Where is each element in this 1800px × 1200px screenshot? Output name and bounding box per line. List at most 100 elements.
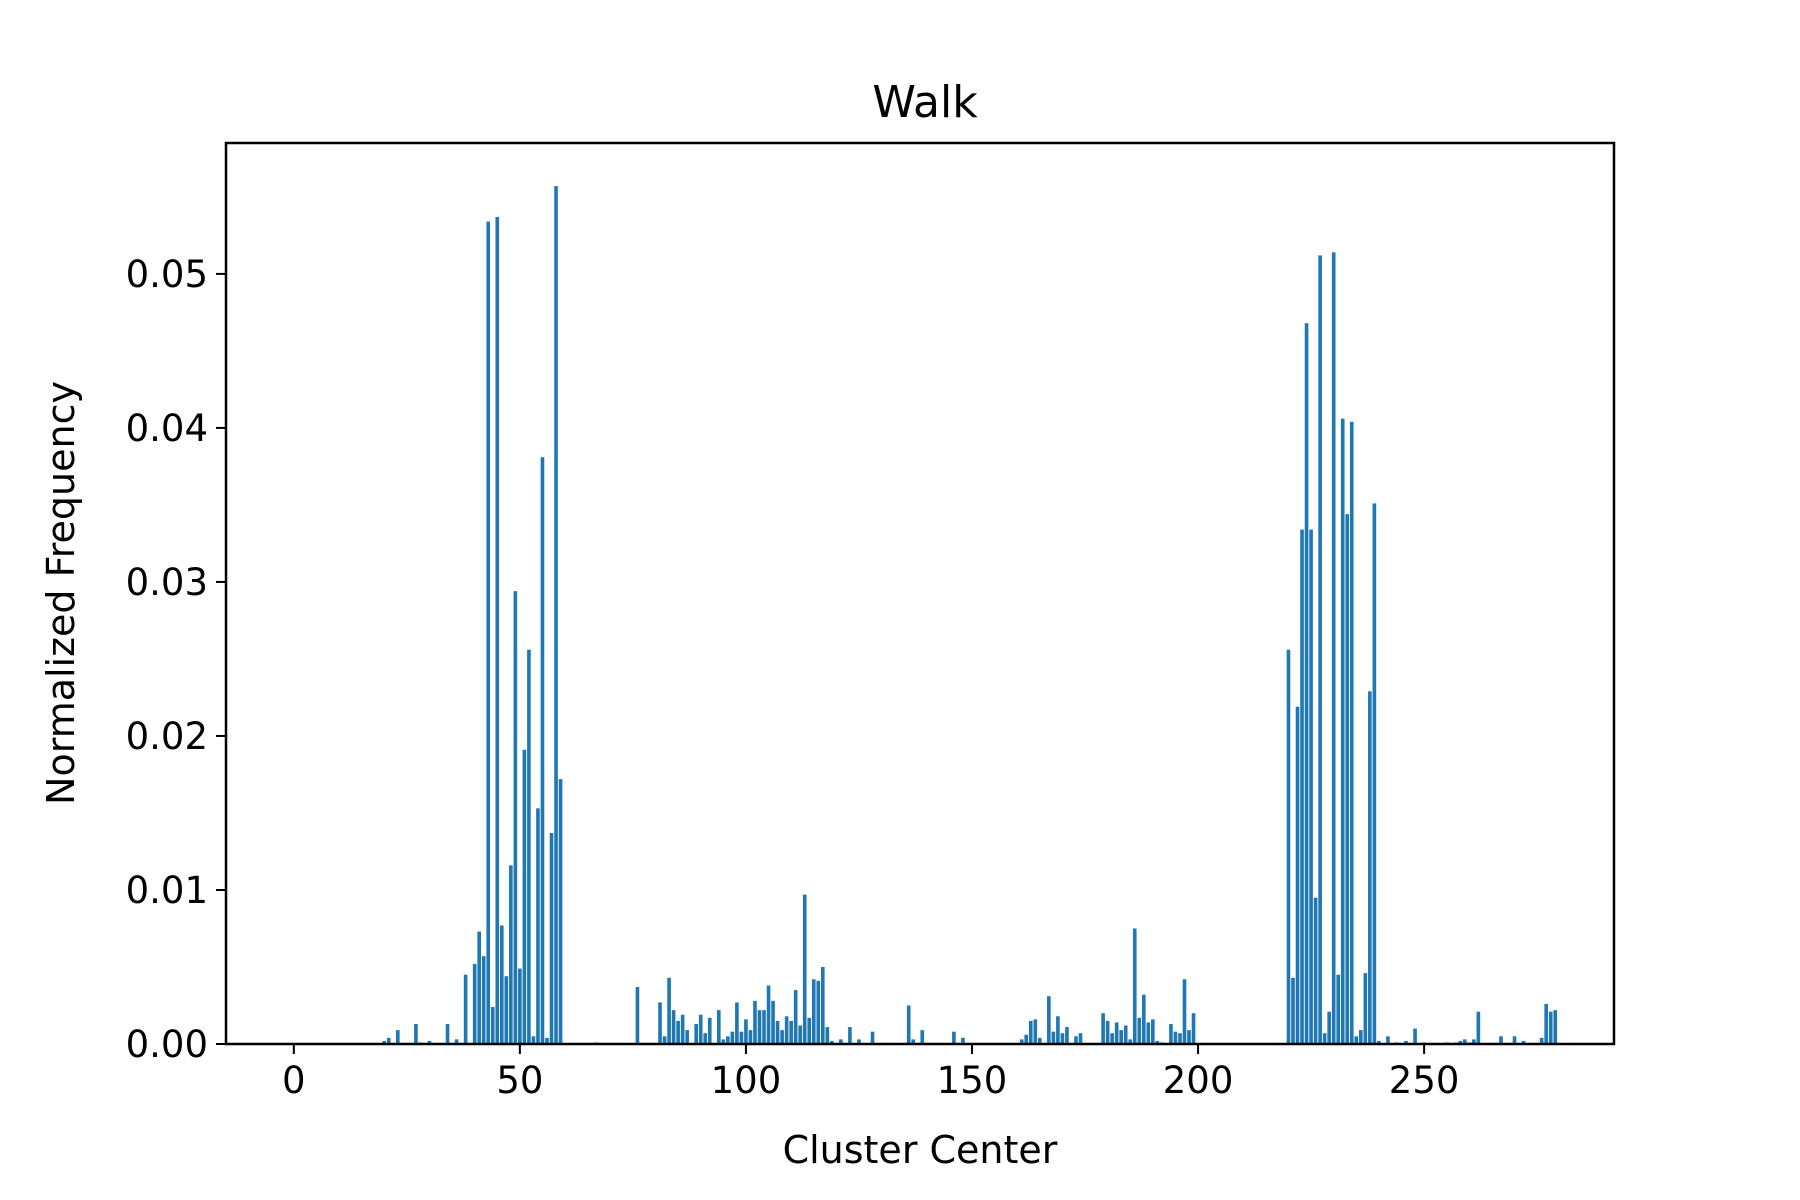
bar <box>536 808 540 1044</box>
bar <box>463 974 468 1044</box>
bar <box>1038 1037 1042 1044</box>
bar <box>1128 1039 1133 1044</box>
bar <box>1056 1016 1060 1044</box>
bar <box>427 1040 432 1044</box>
x-tick-label: 50 <box>496 1059 543 1102</box>
bar <box>789 1020 793 1044</box>
bar <box>1019 1039 1024 1044</box>
bar <box>481 956 486 1044</box>
bar <box>549 833 554 1044</box>
bar <box>554 186 558 1044</box>
x-tick-label: 250 <box>1389 1059 1460 1102</box>
bar <box>911 1039 916 1044</box>
bar <box>1173 1031 1178 1044</box>
bar <box>807 1017 812 1044</box>
bar <box>707 1017 712 1044</box>
bar <box>1462 1039 1467 1044</box>
bar <box>1359 1030 1363 1044</box>
bar <box>1363 973 1368 1044</box>
bar <box>816 980 821 1044</box>
y-tick-label: 0.05 <box>126 253 208 296</box>
bar <box>495 216 500 1044</box>
bar <box>667 977 671 1044</box>
bar <box>870 1031 875 1044</box>
bar <box>662 1036 667 1044</box>
bar <box>952 1031 956 1044</box>
y-tick-label: 0.00 <box>126 1023 208 1066</box>
bar <box>1137 1017 1142 1044</box>
bar <box>1368 691 1372 1044</box>
bar <box>694 1023 699 1044</box>
bar <box>518 968 522 1044</box>
bar <box>1300 529 1304 1044</box>
bar <box>1544 1003 1548 1044</box>
bar <box>757 1010 762 1044</box>
bar <box>545 1037 549 1044</box>
bar <box>784 1016 789 1044</box>
bar <box>671 1010 676 1044</box>
bar <box>1331 252 1336 1045</box>
bar <box>1151 1019 1155 1044</box>
bar <box>472 963 477 1044</box>
bar <box>730 1031 735 1044</box>
bar <box>1123 1025 1128 1044</box>
bar <box>1327 1011 1331 1044</box>
bars-group <box>382 186 1558 1045</box>
bar <box>1074 1036 1078 1044</box>
bar <box>698 1014 703 1044</box>
bar <box>513 591 518 1044</box>
bar <box>1548 1011 1553 1044</box>
bar <box>658 1002 662 1044</box>
bar <box>1313 897 1318 1044</box>
bar <box>454 1039 459 1044</box>
bar <box>1101 1013 1105 1044</box>
bar <box>676 1020 680 1044</box>
bar <box>1322 1033 1327 1044</box>
bar <box>1476 1011 1481 1044</box>
y-tick-label: 0.04 <box>126 407 208 450</box>
bar <box>445 1023 450 1044</box>
bar <box>802 894 807 1044</box>
bar <box>1345 514 1350 1044</box>
bar <box>1024 1034 1029 1044</box>
bar <box>1146 1022 1151 1044</box>
bar <box>753 1000 757 1044</box>
bar <box>1539 1037 1544 1044</box>
bar <box>522 749 527 1044</box>
bar <box>490 1007 495 1044</box>
x-axis-ticks: 0 50 100 150 200 250 <box>282 1044 1459 1102</box>
bar <box>635 987 640 1044</box>
bar <box>780 1030 784 1044</box>
bar <box>961 1037 965 1044</box>
bar <box>798 1025 802 1044</box>
y-axis-ticks: 0.00 0.01 0.02 0.03 0.04 0.05 <box>126 253 226 1066</box>
bar <box>1349 421 1354 1044</box>
bar <box>839 1039 843 1044</box>
bar <box>1458 1040 1463 1044</box>
y-tick-label: 0.01 <box>126 869 208 912</box>
bar <box>703 1033 708 1044</box>
bar <box>1182 979 1187 1044</box>
bar <box>1065 1027 1069 1044</box>
bar <box>486 221 491 1045</box>
bar <box>825 1027 830 1044</box>
bar <box>1309 529 1313 1044</box>
bar <box>1178 1033 1182 1044</box>
bar <box>920 1030 925 1044</box>
bar <box>766 985 771 1044</box>
bar <box>540 457 545 1044</box>
bar <box>771 1000 775 1044</box>
bar <box>1028 1020 1033 1044</box>
bar <box>1354 1036 1359 1044</box>
bar <box>1404 1040 1408 1044</box>
bar <box>775 1020 780 1044</box>
bar <box>1386 1036 1390 1044</box>
bar <box>1553 1010 1558 1044</box>
bar <box>477 931 481 1044</box>
bar <box>726 1036 730 1044</box>
x-tick-label: 200 <box>1163 1059 1234 1102</box>
bar <box>1512 1036 1517 1044</box>
plot-frame <box>224 141 1616 1046</box>
bar <box>680 1014 685 1044</box>
